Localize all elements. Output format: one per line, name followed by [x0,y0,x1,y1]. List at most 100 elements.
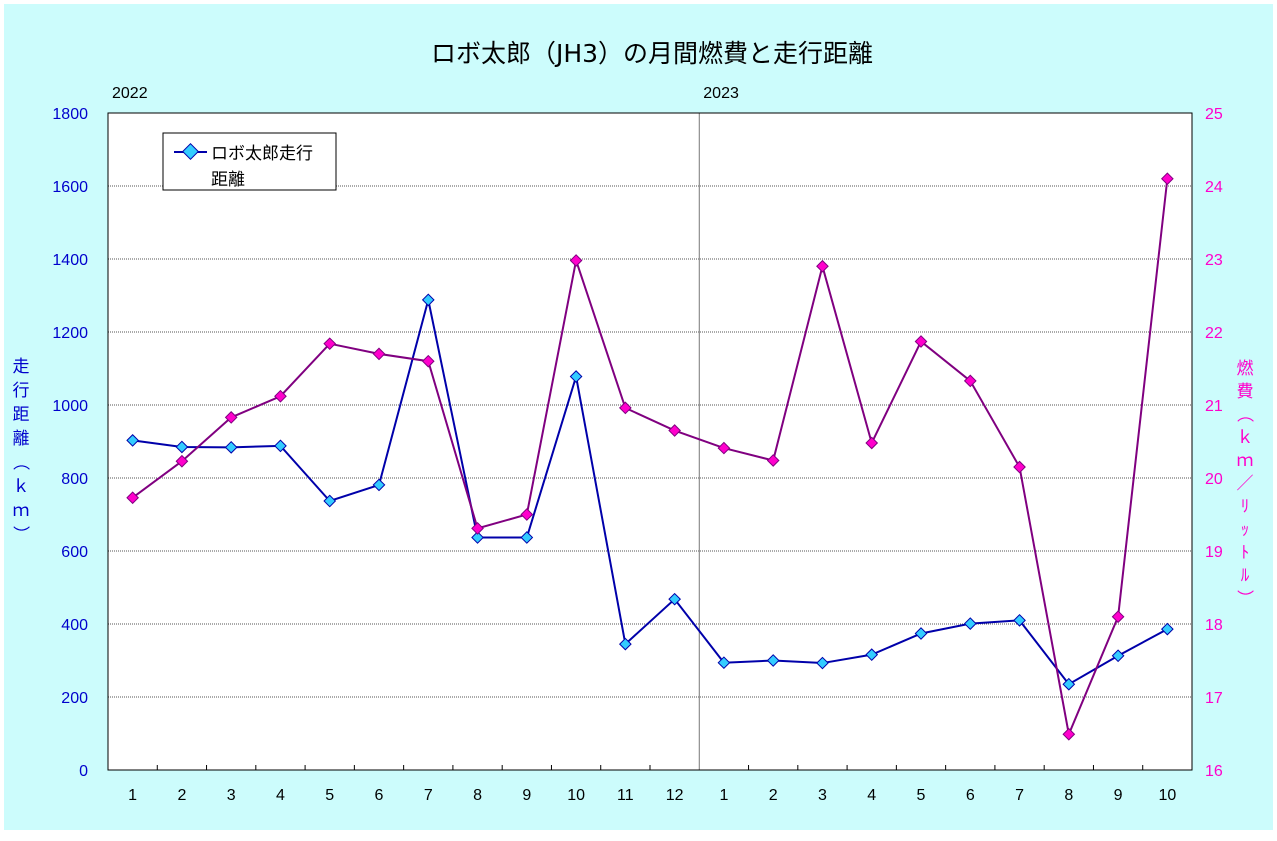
series-0-point [717,656,731,670]
x-tick-label: 9 [522,787,531,804]
left-tick-label: 1600 [52,179,88,196]
x-tick-label: 6 [375,787,384,804]
series-0-point [1111,649,1125,663]
x-tick-label: 2 [177,787,186,804]
series-0-point [914,627,928,640]
axis-label-char: （ [1234,406,1254,423]
series-1-point [717,441,731,455]
right-tick-label: 18 [1205,617,1223,634]
chart-area: ロボ太郎（JH3）の月間燃費と走行距離 0 200 400 600 800 1000 120… [4,4,1273,830]
series-0-point [569,370,583,383]
series-1-point [274,389,287,403]
right-axis-ticks: 16 17 18 19 20 21 22 23 24 25 [1205,106,1223,780]
year-labels: 2022 2023 [112,85,739,102]
left-tick-label: 1000 [52,398,88,415]
series-0-point [1160,622,1174,636]
chart-svg: ロボ太郎（JH3）の月間燃費と走行距離 0 200 400 600 800 1000 120… [10,39,1254,804]
axis-label-char: ｋ [1237,428,1254,448]
x-tick-label: 11 [617,787,634,804]
axis-label-char: 行 [13,381,30,401]
series-0-point [963,617,977,630]
plot-frame [107,112,1193,771]
axis-label-char: （ [10,454,30,471]
left-tick-label: 1400 [52,252,88,269]
series-0-point [766,654,780,667]
series-1-point [323,337,337,351]
series-1-point [963,374,977,388]
x-tick-label: 12 [666,787,684,804]
series-0-point [323,494,337,508]
x-tick-label: 7 [424,787,433,804]
series-0-point [618,637,632,651]
series-1-point [865,436,879,450]
year-label: 2023 [703,85,739,102]
x-tick-label: 4 [867,787,876,804]
legend-marker [182,143,199,160]
series-1-point [471,522,484,535]
series-1-point [421,354,435,368]
x-tick-label: 9 [1114,787,1123,804]
right-tick-label: 17 [1205,690,1223,707]
left-tick-label: 800 [61,471,88,488]
x-tick-label: 3 [818,787,827,804]
series-layer [126,172,1174,741]
series-0-point [175,440,189,454]
year-label: 2022 [112,85,148,102]
x-tick-label: 4 [276,787,285,804]
series-0-point [1062,677,1076,691]
axis-label-char: 離 [13,429,30,449]
chart-title: ロボ太郎（JH3）の月間燃費と走行距離 [431,39,873,68]
series-1-point [1111,610,1125,624]
right-tick-label: 23 [1205,252,1223,269]
series-1-point [126,491,140,505]
series-1-point [372,347,386,361]
x-tick-label: 8 [1064,787,1073,804]
series-0-point [520,531,534,544]
axis-label-char: ） [1234,590,1254,607]
axis-label-char: 走 [13,357,30,377]
axis-label-char: 燃 [1237,359,1254,379]
left-tick-label: 0 [79,763,88,780]
series-line-1 [132,178,1169,738]
series-line-0 [132,299,1168,686]
series-1-point [569,254,583,267]
axis-label-char: ﾘ [1241,497,1250,517]
x-tick-label: 3 [227,787,236,804]
series-0-point [865,648,879,662]
grid [108,113,1192,770]
axis-label-char: 距 [13,405,30,425]
left-tick-label: 200 [61,690,88,707]
series-1-point [816,259,829,273]
right-tick-label: 20 [1205,471,1223,488]
right-tick-label: 22 [1205,325,1223,342]
series-0-point [372,478,386,492]
series-1-point [668,424,682,437]
x-tick-label: 6 [966,787,975,804]
left-tick-label: 600 [61,544,88,561]
x-tick-label: 10 [1158,787,1176,804]
axis-label-char: ｋ [13,477,30,497]
series-0-point [224,440,238,454]
right-tick-label: 24 [1205,179,1223,196]
series-0-point [274,439,287,453]
series-1-point [1013,460,1026,474]
left-tick-label: 400 [61,617,88,634]
left-tick-label: 1800 [52,106,88,123]
left-tick-label: 1200 [52,325,88,342]
x-axis-ticks: 1 2 3 4 5 6 7 8 9 10 11 12 1 2 3 4 5 6 7 8 9 10 [128,787,1176,804]
legend-entry-line1: ロボ太郎走行 [211,144,313,164]
axis-label-char: ﾙ [1241,566,1250,586]
series-0-point [471,531,484,544]
legend-entry-line2: 距離 [211,170,245,190]
series-0-point [421,293,435,307]
x-tick-label: 7 [1015,787,1024,804]
left-axis-label: 走行距離 （ ｋｍ ） [10,357,30,543]
right-tick-label: 21 [1205,398,1223,415]
series-1-point [914,335,928,348]
legend-box [162,132,337,191]
x-tick-label: 10 [567,787,585,804]
series-1-point [224,411,238,424]
series-1-point [1160,172,1174,186]
legend: ロボ太郎走行 距離 [162,132,337,191]
